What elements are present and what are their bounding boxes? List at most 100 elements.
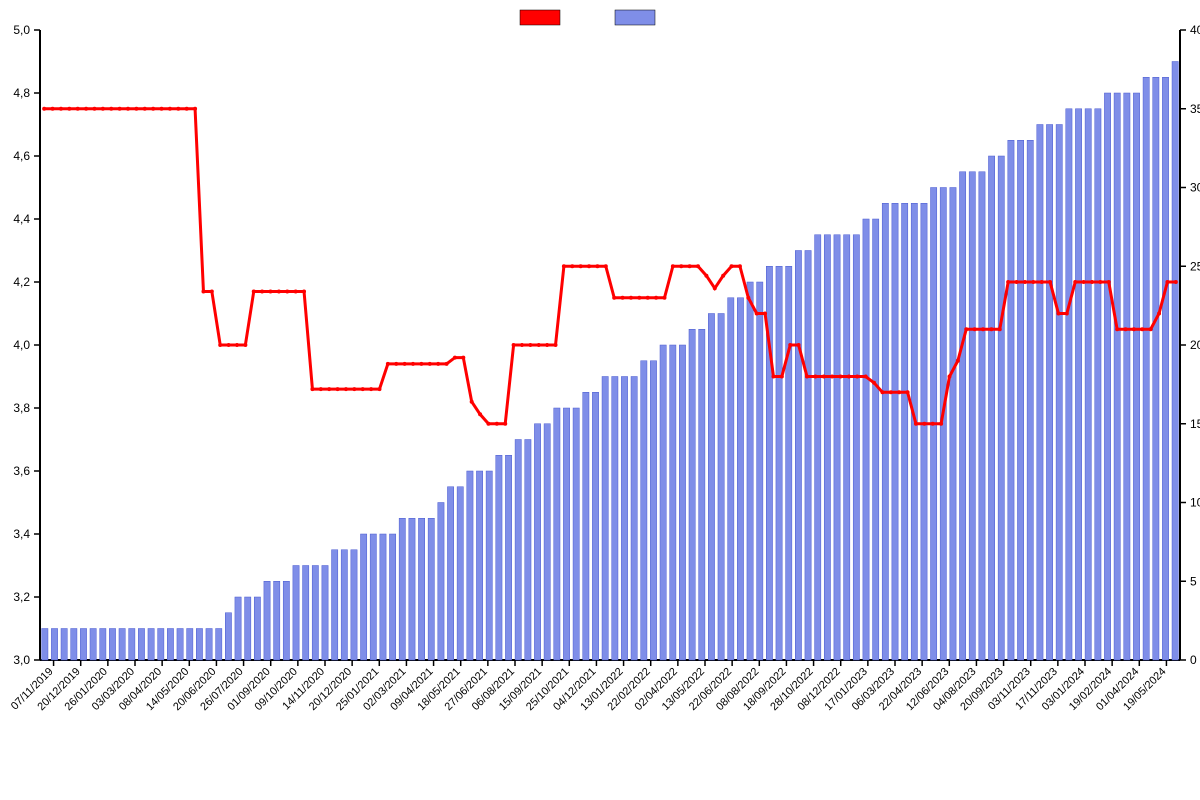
chart-container: 3,03,23,43,63,84,04,24,44,64,85,00510152… [0, 0, 1200, 800]
line-marker [1040, 280, 1044, 284]
line-marker [1015, 280, 1019, 284]
bar [90, 629, 96, 661]
bar [563, 408, 569, 660]
bar [109, 629, 115, 661]
bar [815, 235, 821, 660]
line-marker [562, 264, 566, 268]
bar [921, 203, 927, 660]
line-marker [419, 362, 423, 366]
line-marker [1065, 312, 1069, 316]
line-marker [746, 296, 750, 300]
bar [959, 172, 965, 660]
line-marker [126, 107, 130, 111]
line-marker [319, 387, 323, 391]
line-marker [512, 343, 516, 347]
bar [1066, 109, 1072, 660]
bar [853, 235, 859, 660]
line-marker [906, 390, 910, 394]
bar [1153, 77, 1159, 660]
line-marker [252, 289, 256, 293]
bar [119, 629, 125, 661]
y-right-tick-label: 15 [1190, 417, 1200, 431]
line-marker [1023, 280, 1027, 284]
line-marker [545, 343, 549, 347]
line-marker [637, 296, 641, 300]
bar [283, 581, 289, 660]
line-series [42, 107, 1178, 426]
line-marker [377, 387, 381, 391]
line-marker [1098, 280, 1102, 284]
bar [969, 172, 975, 660]
line-marker [134, 107, 138, 111]
line-marker [1140, 327, 1144, 331]
line-marker [813, 375, 817, 379]
bar [380, 534, 386, 660]
bar [602, 377, 608, 661]
line-marker [646, 296, 650, 300]
y-right-tick-label: 40 [1190, 23, 1200, 37]
line-marker [269, 289, 273, 293]
bar [776, 266, 782, 660]
line-marker [403, 362, 407, 366]
line-marker [1157, 312, 1161, 316]
bar [158, 629, 164, 661]
bar [670, 345, 676, 660]
line-marker [897, 390, 901, 394]
bar [1114, 93, 1120, 660]
bar [882, 203, 888, 660]
line-marker [1132, 327, 1136, 331]
line-marker [839, 375, 843, 379]
bar [254, 597, 260, 660]
line-marker [428, 362, 432, 366]
y-left-tick-label: 4,4 [13, 212, 30, 226]
line-marker [721, 274, 725, 278]
line-marker [989, 327, 993, 331]
y-right-tick-label: 5 [1190, 574, 1197, 588]
bar [447, 487, 453, 660]
line-marker [830, 375, 834, 379]
line-marker [1107, 280, 1111, 284]
line-marker [755, 312, 759, 316]
legend-swatch [520, 10, 560, 25]
line-marker [168, 107, 172, 111]
bar [332, 550, 338, 660]
line-marker [495, 422, 499, 426]
bar [544, 424, 550, 660]
line-marker [570, 264, 574, 268]
line-marker [671, 264, 675, 268]
bar [312, 566, 318, 661]
line-marker [51, 107, 55, 111]
line-marker [461, 356, 465, 360]
line-marker [445, 362, 449, 366]
bar [303, 566, 309, 661]
line-marker [805, 375, 809, 379]
line-marker [939, 422, 943, 426]
line-marker [1090, 280, 1094, 284]
bar [757, 282, 763, 660]
bar [370, 534, 376, 660]
bar [216, 629, 222, 661]
bar [641, 361, 647, 660]
line-marker [629, 296, 633, 300]
bar [525, 440, 531, 661]
bar [554, 408, 560, 660]
line-marker [855, 375, 859, 379]
bar [476, 471, 482, 660]
line-marker [210, 289, 214, 293]
line-marker [713, 286, 717, 290]
legend [520, 10, 655, 25]
line-marker [67, 107, 71, 111]
bar [1017, 140, 1023, 660]
y-left-tick-label: 3,2 [13, 590, 30, 604]
bar [834, 235, 840, 660]
bar [418, 518, 424, 660]
bar [42, 629, 48, 661]
line-marker [92, 107, 96, 111]
bar [496, 455, 502, 660]
line-marker [118, 107, 122, 111]
bar [534, 424, 540, 660]
line-marker [947, 375, 951, 379]
bar [844, 235, 850, 660]
y-right-tick-label: 20 [1190, 338, 1200, 352]
line-marker [1056, 312, 1060, 316]
